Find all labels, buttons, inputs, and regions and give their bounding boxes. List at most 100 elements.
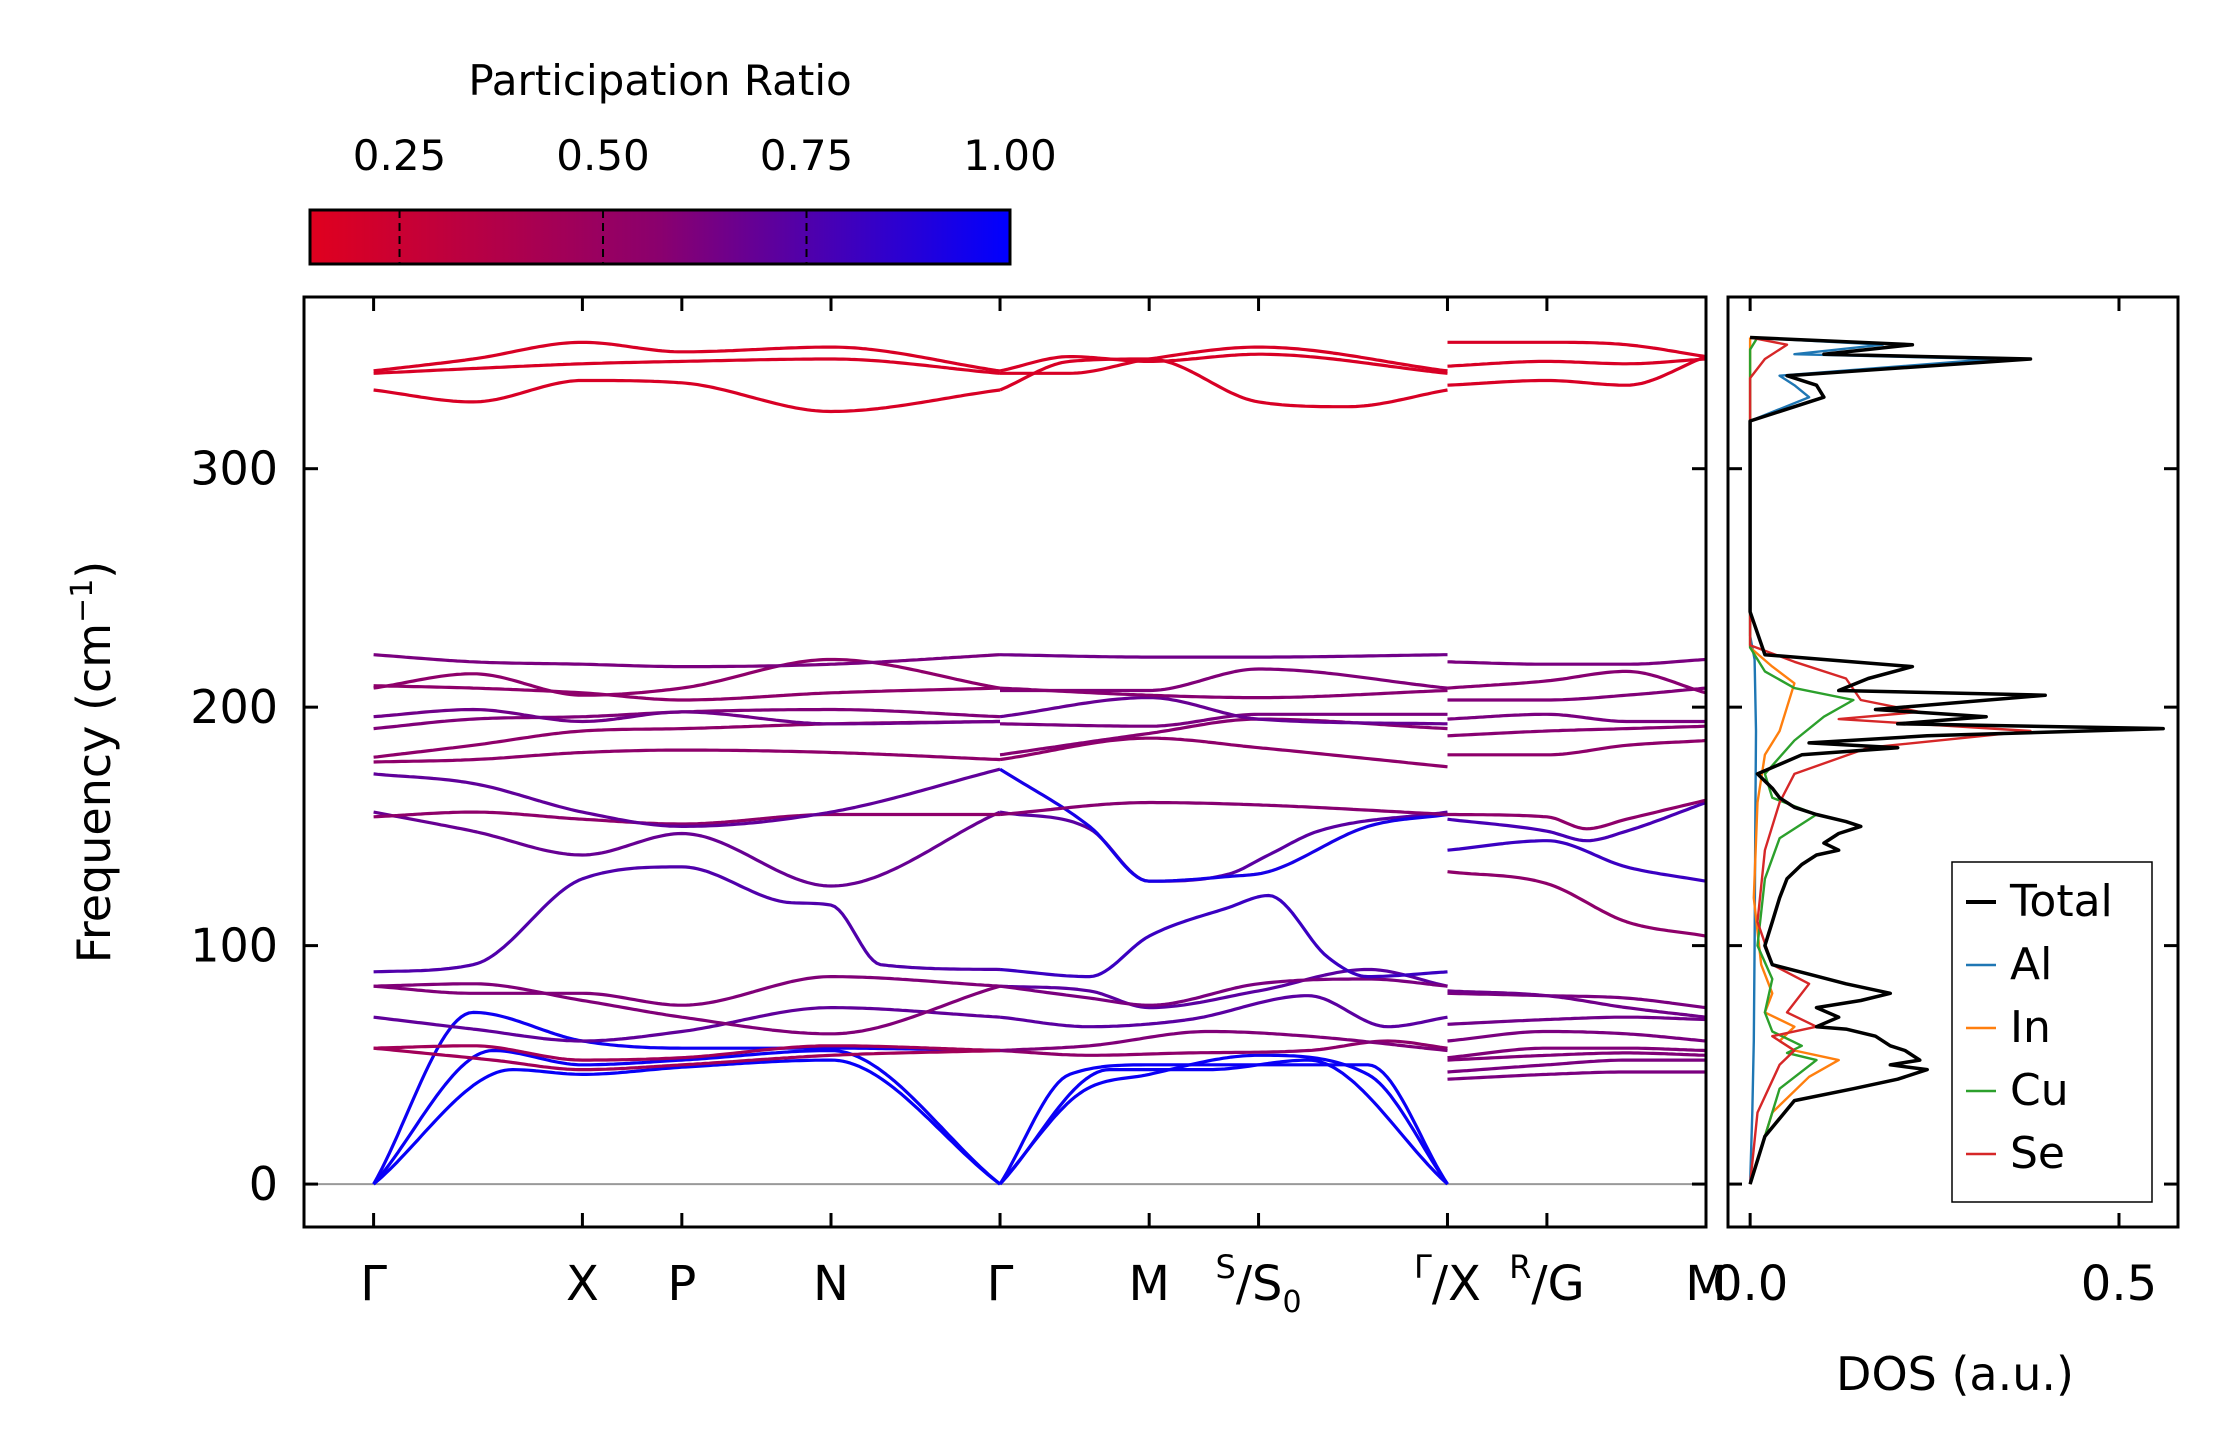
band-x-tick-label-sub: 0 [1282, 1285, 1301, 1320]
band-x-tick-label-main: /G [1531, 1256, 1584, 1312]
phonon-branch [1447, 1015, 1706, 1026]
band-x-tick-label-main: P [667, 1256, 696, 1312]
phonon-branch [1447, 989, 1706, 1019]
phonon-branch [373, 707, 1000, 726]
dos-series-total [1748, 335, 2165, 1185]
phonon-branch [1447, 991, 1706, 1010]
phonon-branch [1447, 1058, 1706, 1074]
colorbar-tick-label: 1.00 [963, 131, 1057, 180]
phonon-branch [998, 1058, 1449, 1186]
band-lines [372, 340, 1706, 1186]
phonon-branch [372, 1010, 1000, 1185]
band-y-axis-label-superscript: −1 [65, 579, 100, 623]
phonon-branch [999, 810, 1448, 883]
phonon-branch [999, 686, 1448, 700]
phonon-branch [373, 378, 1001, 414]
phonon-branch [999, 767, 1448, 883]
phonon-branch [1447, 738, 1706, 757]
phonon-branch [999, 800, 1448, 817]
phonon-branch [1447, 340, 1706, 359]
phonon-branch [373, 810, 1000, 826]
dos-x-tick-label: 0.0 [1712, 1256, 1788, 1312]
phonon-branch [1447, 1070, 1706, 1081]
phonon-branch [999, 967, 1448, 1010]
legend-label: In [2010, 1002, 2051, 1053]
phonon-branch [1000, 345, 1448, 375]
phonon-branch [373, 684, 1001, 702]
phonon-branch [372, 1058, 1001, 1186]
phonon-branch [372, 1048, 1002, 1186]
phonon-branch [999, 1029, 1448, 1053]
band-x-tick-label: X [566, 1256, 599, 1312]
legend-label: Cu [2010, 1065, 2069, 1116]
phonon-branch [373, 810, 1001, 888]
phonon-branch [1447, 686, 1706, 702]
phonon-branch [1447, 839, 1706, 883]
phonon-branch [373, 865, 1001, 974]
band-y-tick-label: 200 [190, 680, 278, 734]
colorbar: Participation Ratio 0.25 0.50 0.75 1.00 [308, 56, 1057, 266]
phonon-branch [1447, 357, 1706, 368]
phonon-branch [1447, 669, 1706, 695]
band-x-tick-label-main: M [1128, 1256, 1169, 1312]
colorbar-tick-label: 0.75 [760, 131, 854, 180]
phonon-branch [1447, 657, 1706, 666]
band-x-tick-label-sup: Γ [1414, 1248, 1432, 1286]
band-x-tick-label-main: X [566, 1256, 599, 1312]
phonon-branch [373, 767, 1001, 828]
band-x-tick-label-main: Γ [360, 1256, 387, 1312]
band-x-tick-label-main: N [813, 1256, 849, 1312]
dos-series-se [1748, 336, 2032, 1185]
band-x-tick-label: R/G [1509, 1248, 1585, 1312]
phonon-branch [1447, 724, 1706, 738]
phonon-branch [999, 696, 1448, 726]
dos-y-ticks [1728, 467, 2178, 1186]
phonon-branch [373, 1044, 1001, 1062]
legend-label: Total [2009, 876, 2113, 927]
band-x-tick-label: M [1685, 1256, 1726, 1312]
phonon-branch [1447, 712, 1706, 724]
phonon-branch [373, 982, 1001, 1036]
phonon-branch [999, 994, 1448, 1029]
colorbar-gradient [308, 208, 1012, 266]
band-x-tick-label: M [1128, 1256, 1169, 1312]
dos-series-in [1748, 337, 1840, 1185]
phonon-branch [998, 1053, 1449, 1186]
colorbar-tick-label: 0.50 [556, 131, 650, 180]
dos-legend: Total Al In Cu Se [1951, 861, 2153, 1203]
dos-lines [1748, 335, 2165, 1185]
phonon-branch [373, 719, 1000, 759]
phonon-branch [999, 357, 1448, 409]
phonon-branch [373, 748, 1001, 764]
phonon-branch [1447, 798, 1706, 831]
band-y-axis-label: Frequency (cm−1) [65, 561, 121, 964]
dos-x-ticks: 0.0 0.5 [1712, 297, 2157, 1312]
band-x-tick-label: Γ/X [1414, 1248, 1481, 1312]
phonon-branch [1447, 1029, 1706, 1043]
phonon-branch [373, 1006, 1001, 1043]
band-x-tick-label-main: Γ [987, 1256, 1014, 1312]
band-x-tick-label-main: /X [1432, 1256, 1481, 1312]
colorbar-tick-label: 0.25 [353, 131, 447, 180]
band-y-tick-label: 0 [249, 1157, 278, 1211]
colorbar-title: Participation Ratio [468, 56, 851, 105]
band-x-tick-label-main: /S [1236, 1256, 1283, 1312]
band-x-ticks: Γ X P N Γ M S/S0 Γ/X R/G M [360, 297, 1727, 1320]
dos-x-axis-label: DOS (a.u.) [1836, 1347, 2074, 1401]
phonon-branch [999, 977, 1448, 1007]
band-axes-frame [302, 295, 1708, 1229]
band-x-tick-label-sup: R [1509, 1248, 1531, 1286]
band-y-ticks: 0 100 200 300 [190, 442, 1706, 1211]
phonon-branch [1447, 800, 1706, 843]
phonon-branch [1447, 355, 1706, 387]
dos-panel: 0.0 0.5 DOS (a.u.) Total Al In Cu Se [1712, 295, 2180, 1401]
phonon-branch [998, 1063, 1449, 1185]
phonon-branch [373, 340, 1001, 373]
dos-series-cu [1748, 336, 1855, 1185]
legend-frame [1951, 861, 2153, 1203]
band-y-tick-label: 100 [190, 919, 278, 973]
phonon-branch [1447, 870, 1706, 938]
phonon-branch [1447, 1051, 1706, 1062]
